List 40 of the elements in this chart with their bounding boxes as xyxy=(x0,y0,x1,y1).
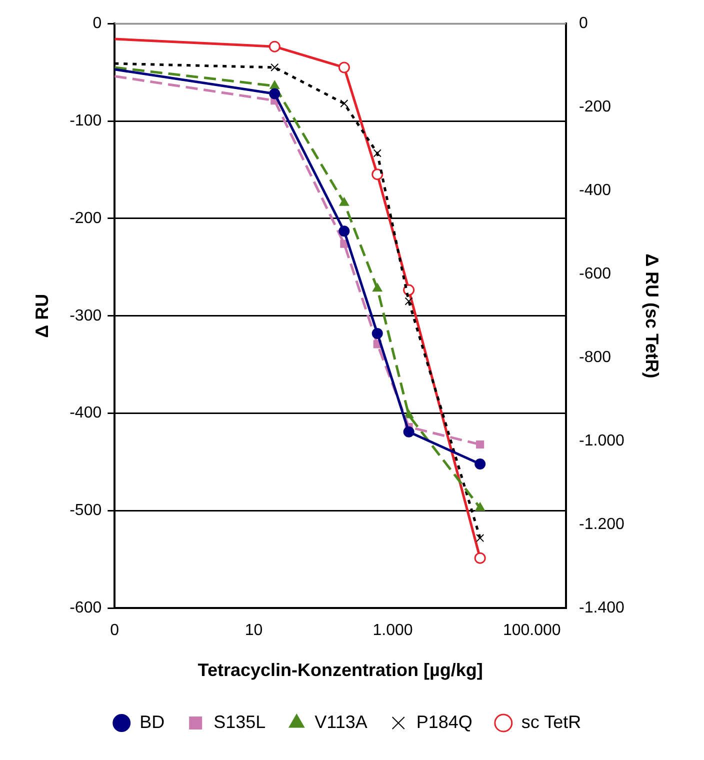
y-tick-label: -500 xyxy=(70,502,102,520)
y2-tick-label: -400 xyxy=(579,182,612,200)
y2-tick-label: 0 xyxy=(579,15,588,32)
y-tick-label: -400 xyxy=(70,404,102,422)
y2-tick-label: -600 xyxy=(579,266,612,283)
x-tick-label: 100.000 xyxy=(502,622,561,640)
y2-axis-title: Δ RU (sc TetR) xyxy=(642,254,662,378)
y2-tick-label: -1.400 xyxy=(579,600,624,617)
point xyxy=(474,552,486,564)
legend-label: sc TetR xyxy=(521,712,582,732)
point xyxy=(270,80,280,89)
point xyxy=(372,168,384,180)
y-tick-label: -200 xyxy=(70,210,102,227)
point xyxy=(372,283,382,292)
legend-label: P184Q xyxy=(416,712,472,732)
point xyxy=(476,440,484,449)
y2-tick-label: -1.000 xyxy=(579,432,624,450)
y-axis-title: Δ RU xyxy=(32,294,52,338)
y-tick-label: 0 xyxy=(92,15,102,32)
legend-label: S135L xyxy=(214,712,266,732)
y2-tick-label: -1.200 xyxy=(579,516,624,534)
point xyxy=(474,458,486,470)
x-tick-label: 10 xyxy=(244,622,263,640)
point xyxy=(372,328,383,339)
x-tick-label: 0 xyxy=(110,622,120,640)
y-tick-label: -300 xyxy=(70,307,102,324)
point xyxy=(476,534,484,542)
legend-label: BD xyxy=(140,712,165,732)
y2-tick-label: -200 xyxy=(579,98,612,116)
point xyxy=(373,149,382,158)
point xyxy=(270,63,279,72)
point xyxy=(268,40,280,52)
point xyxy=(475,502,485,511)
x-tick-label: 1.000 xyxy=(372,622,413,640)
point xyxy=(269,88,280,100)
x-axis-title: Tetracyclin-Konzentration [µg/kg] xyxy=(198,660,483,680)
y2-tick-label: -800 xyxy=(579,349,612,366)
y-tick-label: -600 xyxy=(70,600,102,617)
y-tick-label: -100 xyxy=(70,112,102,130)
legend-label: V113A xyxy=(314,712,368,732)
